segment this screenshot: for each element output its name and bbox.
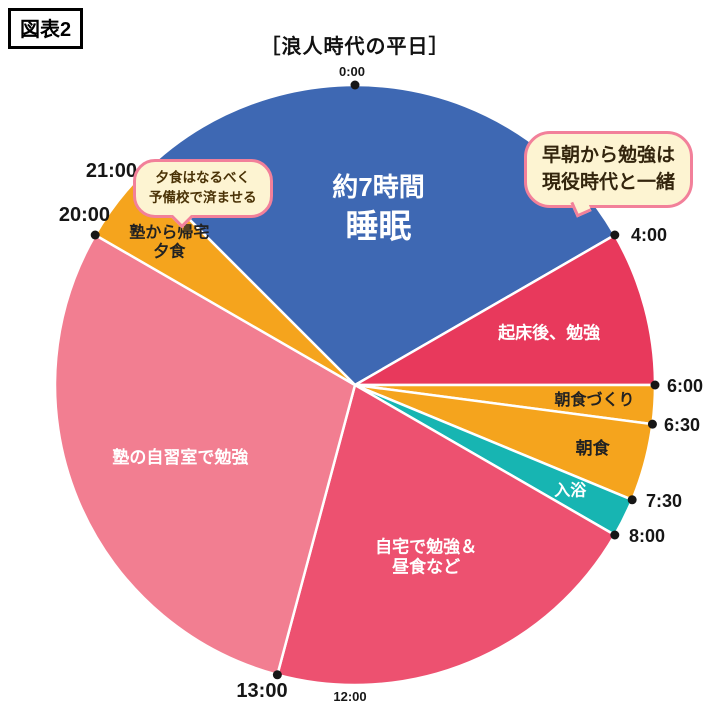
slice-label: 起床後、勉強	[497, 322, 600, 342]
time-labels: 0:00 4:00 6:00 6:30 7:30 8:00 12:00 13:00 20:00 2…	[59, 64, 703, 704]
callout-dinner-text: 夕食はなるべく 予備校で済ませる	[149, 170, 257, 206]
pie-slice	[353, 233, 657, 387]
time-label: 20:00	[59, 204, 110, 226]
time-label: 13:00	[236, 680, 287, 702]
time-label: 7:30	[646, 491, 682, 511]
figure-label: 図表2	[8, 8, 84, 49]
callout-dinner-at-prep-school: 夕食はなるべく 予備校で済ませる	[133, 159, 273, 218]
time-dot	[610, 230, 620, 240]
slice-label: 朝食	[576, 438, 611, 458]
chart-title: ［浪人時代の平日］	[260, 36, 450, 58]
time-dot	[90, 230, 100, 240]
pie-slice	[276, 383, 617, 687]
time-dot	[350, 80, 360, 90]
slice-label: 自宅で勉強＆昼食など	[375, 536, 477, 576]
pie-slice	[53, 233, 357, 677]
time-dot	[610, 530, 620, 540]
time-label: 8:00	[629, 526, 665, 546]
time-label: 0:00	[339, 64, 365, 79]
time-dot	[272, 670, 282, 680]
time-label: 4:00	[631, 225, 667, 245]
time-dot	[650, 380, 660, 390]
time-label: 6:30	[664, 415, 700, 435]
callout-early-morning-text: 早朝から勉強は 現役時代と一緒	[542, 145, 676, 193]
slice-label: 約7時間睡眠	[332, 172, 424, 244]
slice-label: 塾の自習室で勉強	[112, 447, 248, 467]
slice-label: 塾から帰宅夕食	[129, 223, 209, 261]
time-label: 21:00	[86, 160, 137, 182]
time-dot	[647, 419, 657, 429]
callout-early-morning-study: 早朝から勉強は 現役時代と一緒	[524, 131, 694, 209]
time-label: 6:00	[667, 376, 703, 396]
time-dot	[627, 495, 637, 505]
time-label: 12:00	[333, 689, 366, 704]
slice-label: 入浴	[554, 481, 587, 500]
slice-label: 朝食づくり	[554, 390, 634, 409]
